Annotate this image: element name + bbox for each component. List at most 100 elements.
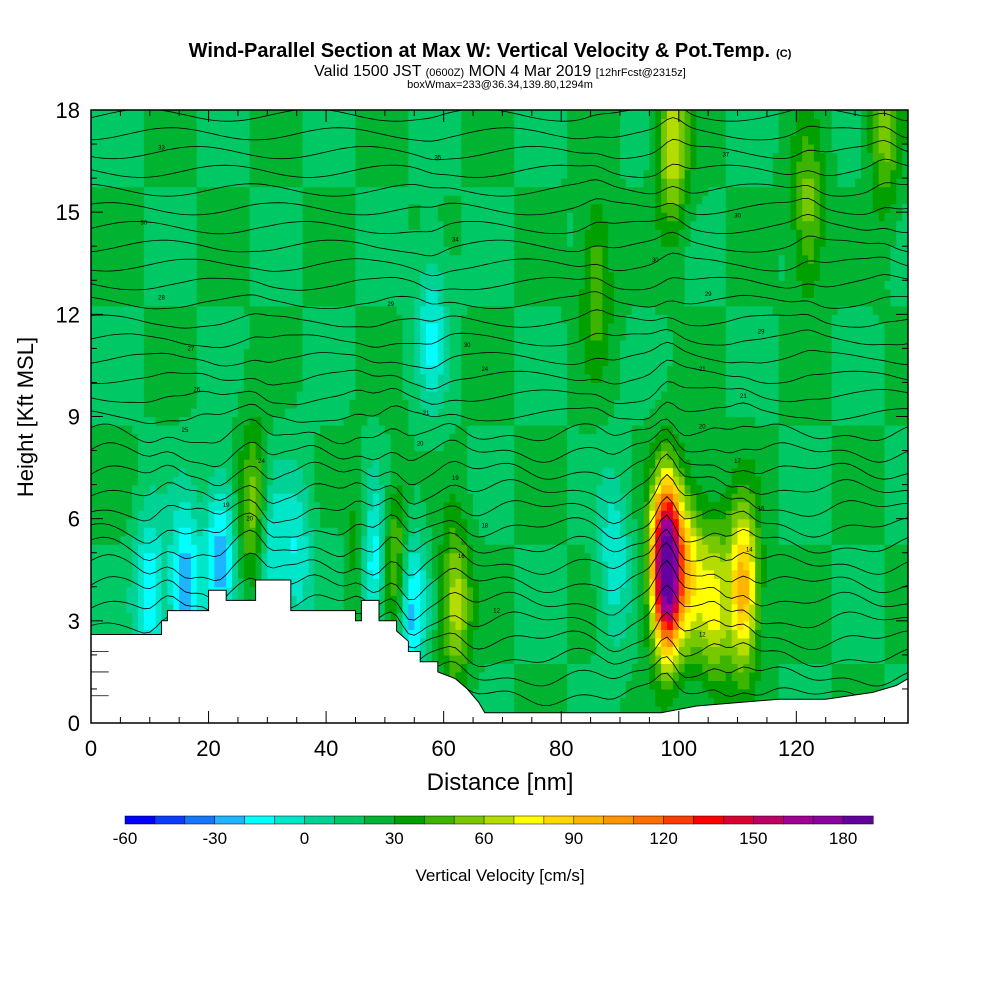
velocity-cell — [126, 518, 133, 528]
velocity-cell — [361, 195, 368, 205]
velocity-cell — [220, 484, 227, 494]
velocity-cell — [426, 322, 433, 332]
velocity-cell — [367, 348, 374, 358]
velocity-cell — [202, 118, 210, 128]
velocity-cell — [202, 493, 210, 503]
velocity-cell — [437, 433, 445, 443]
velocity-cell — [167, 263, 174, 273]
velocity-cell — [443, 654, 451, 664]
velocity-cell — [343, 356, 351, 367]
velocity-cell — [437, 339, 445, 349]
velocity-cell — [390, 535, 398, 545]
velocity-cell — [190, 212, 198, 222]
velocity-cell — [484, 399, 492, 409]
velocity-cell — [232, 186, 239, 196]
velocity-cell — [173, 569, 180, 579]
velocity-cell — [490, 646, 498, 656]
velocity-cell — [402, 620, 409, 630]
velocity-cell — [361, 178, 368, 188]
velocity-cell — [467, 280, 474, 290]
velocity-cell — [396, 442, 404, 452]
velocity-cell — [490, 161, 498, 171]
velocity-cell — [331, 339, 339, 349]
velocity-cell — [243, 561, 251, 571]
velocity-cell — [267, 220, 274, 230]
velocity-cell — [91, 356, 98, 367]
velocity-cell — [261, 399, 268, 409]
velocity-cell — [490, 705, 498, 716]
velocity-cell — [426, 467, 433, 477]
velocity-cell — [320, 399, 327, 409]
velocity-cell — [331, 603, 339, 613]
velocity-cell — [91, 246, 98, 256]
velocity-cell — [273, 425, 280, 435]
velocity-cell — [449, 476, 457, 486]
velocity-cell — [232, 178, 239, 188]
velocity-cell — [473, 322, 480, 332]
velocity-cell — [120, 152, 127, 162]
velocity-cell — [208, 476, 216, 486]
velocity-cell — [484, 152, 492, 162]
velocity-cell — [173, 518, 180, 528]
velocity-cell — [308, 390, 315, 401]
velocity-cell — [484, 569, 492, 579]
velocity-cell — [426, 246, 433, 256]
velocity-cell — [126, 433, 133, 443]
velocity-cell — [414, 305, 421, 315]
velocity-cell — [196, 288, 204, 298]
velocity-cell — [431, 578, 439, 588]
velocity-cell — [384, 246, 392, 256]
velocity-cell — [237, 493, 245, 503]
velocity-cell — [361, 203, 368, 213]
velocity-cell — [449, 442, 457, 452]
velocity-cell — [484, 110, 492, 120]
velocity-cell — [237, 169, 245, 179]
velocity-cell — [226, 510, 233, 520]
velocity-cell — [478, 195, 486, 205]
velocity-cell — [478, 322, 486, 332]
velocity-cell — [279, 425, 286, 435]
velocity-cell — [384, 390, 392, 401]
velocity-cell — [473, 365, 480, 375]
velocity-cell — [367, 510, 374, 520]
velocity-cell — [267, 144, 274, 154]
velocity-cell — [149, 237, 157, 247]
velocity-cell — [379, 425, 386, 435]
velocity-cell — [167, 110, 174, 120]
velocity-cell — [138, 339, 145, 349]
velocity-cell — [384, 433, 392, 443]
velocity-cell — [314, 586, 321, 596]
velocity-cell — [379, 339, 386, 349]
velocity-cell — [290, 433, 298, 443]
velocity-cell — [261, 442, 268, 452]
velocity-cell — [179, 246, 186, 256]
velocity-cell — [114, 365, 121, 375]
velocity-cell — [355, 373, 362, 384]
velocity-cell — [155, 365, 163, 375]
velocity-cell — [308, 535, 315, 545]
velocity-cell — [138, 110, 145, 120]
velocity-cell — [243, 450, 251, 460]
velocity-cell — [390, 484, 398, 494]
velocity-cell — [426, 501, 433, 511]
velocity-cell — [202, 501, 210, 511]
velocity-cell — [208, 237, 216, 247]
velocity-cell — [161, 425, 169, 435]
velocity-cell — [167, 229, 174, 239]
velocity-cell — [196, 442, 204, 452]
velocity-cell — [208, 416, 216, 426]
velocity-cell — [337, 484, 345, 494]
velocity-cell — [214, 348, 221, 358]
velocity-cell — [367, 501, 374, 511]
velocity-cell — [243, 314, 251, 324]
velocity-cell — [279, 229, 286, 239]
velocity-cell — [349, 186, 357, 196]
velocity-cell — [296, 535, 304, 545]
velocity-cell — [484, 476, 492, 486]
velocity-cell — [226, 297, 233, 307]
velocity-cell — [408, 637, 415, 647]
velocity-cell — [214, 314, 221, 324]
velocity-cell — [267, 535, 274, 545]
velocity-cell — [443, 501, 451, 511]
velocity-cell — [349, 331, 357, 341]
